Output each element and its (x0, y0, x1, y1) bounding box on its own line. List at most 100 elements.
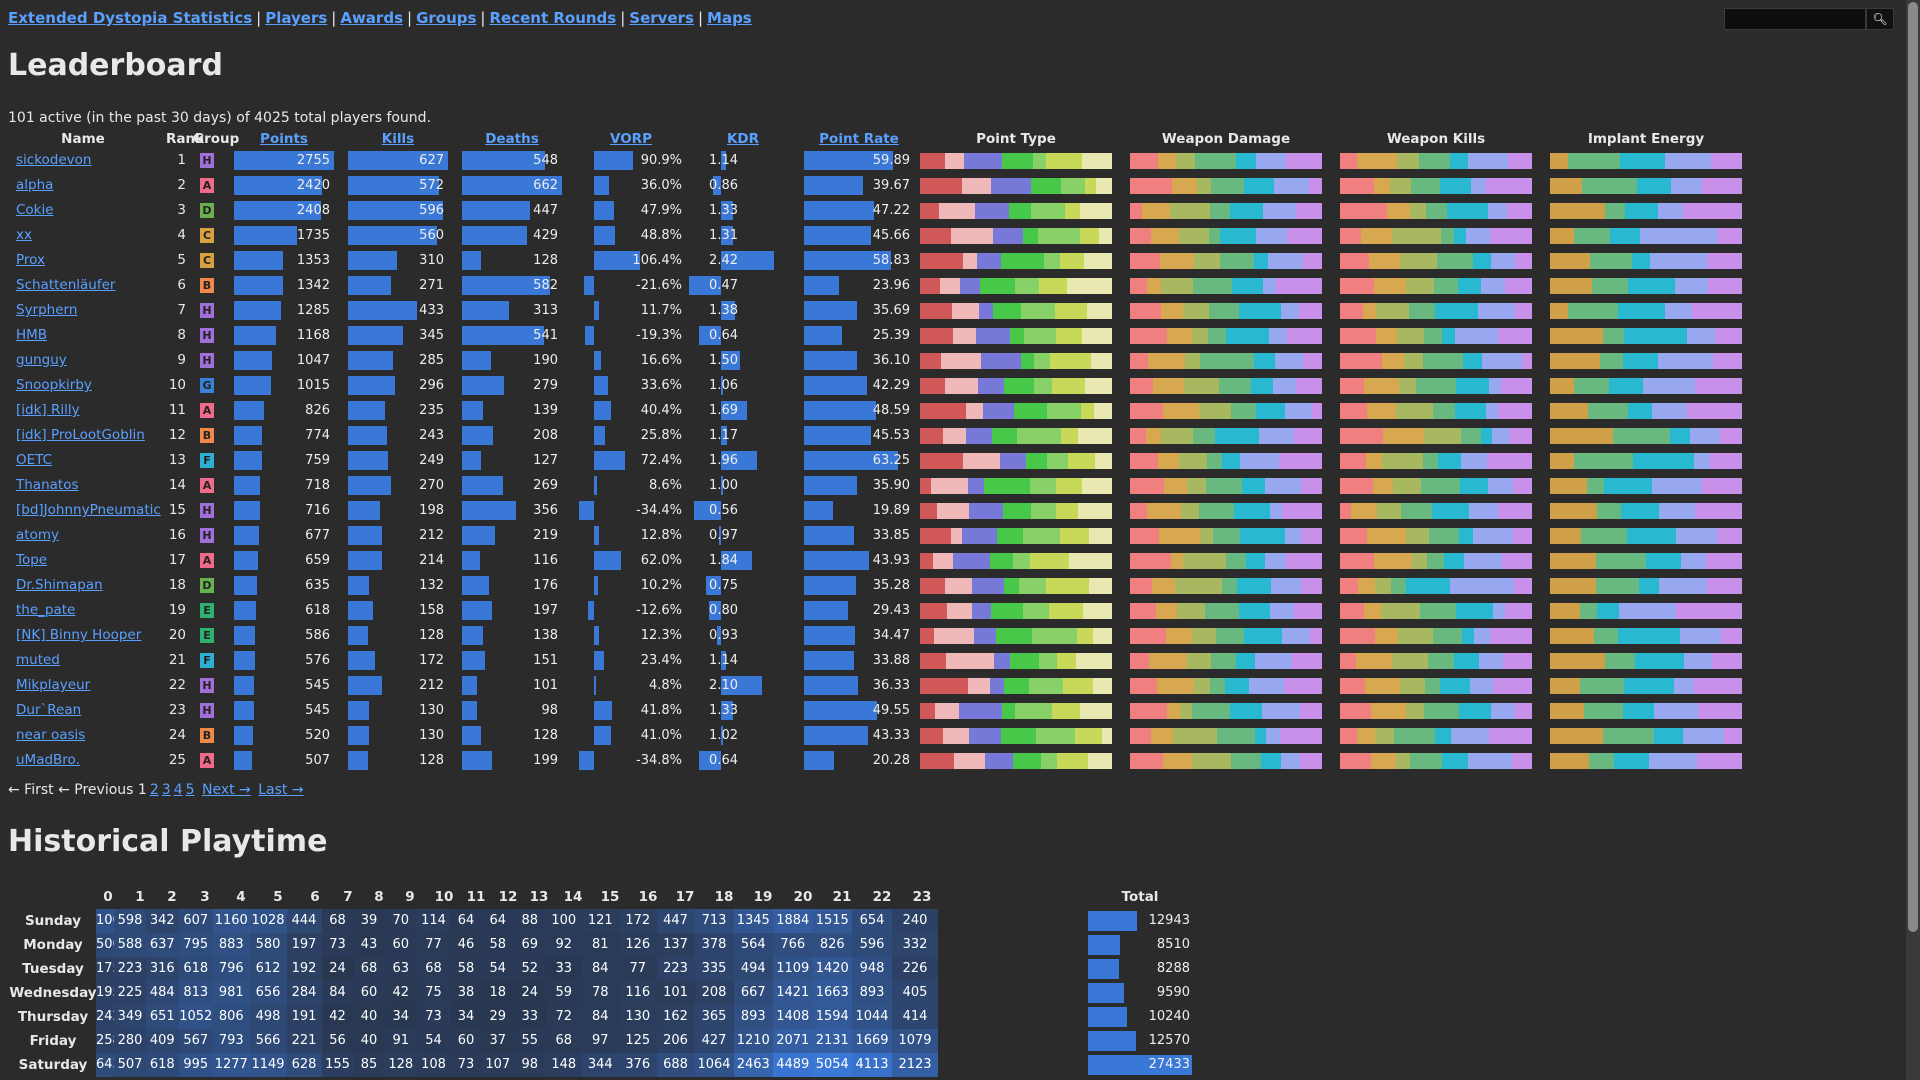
group-badge[interactable]: H (200, 153, 214, 168)
nav-link-awards[interactable]: Awards (340, 9, 403, 27)
group-badge[interactable]: E (200, 628, 214, 643)
scrollbar-thumb[interactable] (1908, 2, 1918, 932)
group-badge[interactable]: D (200, 578, 214, 593)
player-name-link[interactable]: muted (16, 652, 60, 668)
header-point-rate[interactable]: Point Rate (804, 130, 914, 148)
header-kills-link[interactable]: Kills (381, 131, 415, 147)
group-badge[interactable]: H (200, 353, 214, 368)
player-name-link[interactable]: Cokie (16, 202, 54, 218)
pager-last[interactable]: Last → (258, 782, 304, 798)
player-name-link[interactable]: the_pate (16, 602, 76, 618)
point-type-bar-segment (1002, 703, 1015, 719)
player-name-link[interactable]: HMB (16, 327, 48, 343)
weapon-damage-bar-segment (1238, 303, 1281, 319)
header-point-rate-link[interactable]: Point Rate (819, 131, 899, 147)
player-name-link[interactable]: [NK] Binny Hooper (16, 627, 142, 643)
weapon-damage-bar-segment (1193, 428, 1216, 444)
deaths-value: 662 (533, 178, 558, 193)
group-badge[interactable]: C (200, 253, 214, 268)
weapon-damage-bar-segment (1209, 203, 1230, 219)
kdr-cell: 1.69 (688, 398, 798, 423)
pager-next[interactable]: Next → (201, 782, 251, 798)
player-name-link[interactable]: atomy (16, 527, 59, 543)
header-deaths[interactable]: Deaths (462, 130, 562, 148)
header-vorp-link[interactable]: VORP (610, 131, 652, 147)
header-kills[interactable]: Kills (348, 130, 448, 148)
nav-link-groups[interactable]: Groups (416, 9, 477, 27)
player-name-link[interactable]: [bd]JohnnyPneumatic (16, 502, 161, 518)
nav-link-extended-dystopia-statistics[interactable]: Extended Dystopia Statistics (8, 9, 253, 27)
group-badge[interactable]: A (200, 753, 214, 768)
group-badge[interactable]: D (200, 203, 214, 218)
playtime-cell: 981 (213, 981, 250, 1005)
group-badge[interactable]: H (200, 303, 214, 318)
scrollbar[interactable] (1906, 0, 1920, 1080)
hour-header: 4 (236, 889, 246, 905)
player-name-link[interactable]: [idk] Rilly (16, 402, 80, 418)
group-badge[interactable]: H (200, 678, 214, 693)
header-kdr[interactable]: KDR (688, 130, 798, 148)
group-badge[interactable]: B (200, 278, 214, 293)
point-type-cell (920, 273, 1112, 298)
player-name-link[interactable]: OETC (16, 452, 53, 468)
player-name-link[interactable]: Tope (16, 552, 48, 568)
vorp-value: -21.6% (636, 278, 682, 293)
pager-page-2[interactable]: 2 (149, 782, 159, 798)
group-badge[interactable]: B (200, 428, 214, 443)
player-name-link[interactable]: near oasis (16, 727, 86, 743)
player-name-link[interactable]: [idk] ProLootGoblin (16, 427, 145, 443)
nav-link-recent-rounds[interactable]: Recent Rounds (489, 9, 617, 27)
weapon-kills-bar-segment (1442, 328, 1456, 344)
player-name-link[interactable]: Schattenläufer (16, 277, 116, 293)
player-name-link[interactable]: Dur`Rean (16, 702, 82, 718)
player-name-link[interactable]: Snoopkirby (16, 377, 92, 393)
group-badge[interactable]: A (200, 403, 214, 418)
pager-page-3[interactable]: 3 (161, 782, 171, 798)
group-badge[interactable]: F (200, 453, 214, 468)
group-badge[interactable]: A (200, 178, 214, 193)
group-badge[interactable]: H (200, 703, 214, 718)
group-badge[interactable]: H (200, 328, 214, 343)
pager-page-4[interactable]: 4 (173, 782, 183, 798)
total-value: 9590 (1156, 985, 1190, 1000)
nav-link-players[interactable]: Players (265, 9, 328, 27)
group-badge[interactable]: A (200, 478, 214, 493)
rank-value: 24 (168, 727, 186, 743)
point-type-bar-segment (1013, 753, 1042, 769)
header-points[interactable]: Points (234, 130, 334, 148)
group-badge[interactable]: A (200, 553, 214, 568)
nav-link-servers[interactable]: Servers (629, 9, 694, 27)
player-name-link[interactable]: Mikplayeur (16, 677, 91, 693)
group-badge[interactable]: G (200, 378, 214, 393)
points-value: 545 (305, 678, 330, 693)
group-badge[interactable]: H (200, 503, 214, 518)
nav-link-maps[interactable]: Maps (707, 9, 752, 27)
header-kdr-link[interactable]: KDR (726, 131, 760, 147)
header-deaths-link[interactable]: Deaths (485, 131, 539, 147)
player-name-link[interactable]: xx (16, 227, 32, 243)
player-name-link[interactable]: Prox (16, 252, 45, 268)
total-value: 8288 (1156, 961, 1190, 976)
group-badge[interactable]: B (200, 728, 214, 743)
group-badge[interactable]: H (200, 528, 214, 543)
search-button[interactable]: 🔍︎ (1866, 8, 1894, 30)
point-type-cell (920, 298, 1112, 323)
point-type-bar-segment (1030, 178, 1061, 194)
player-name-link[interactable]: uMadBro. (16, 752, 80, 768)
pager-page-5[interactable]: 5 (185, 782, 195, 798)
group-badge[interactable]: C (200, 228, 214, 243)
player-name-link[interactable]: Thanatos (16, 477, 79, 493)
search-input[interactable] (1724, 8, 1866, 30)
player-name-link[interactable]: Syrphern (16, 302, 78, 318)
header-vorp[interactable]: VORP (576, 130, 686, 148)
group-badge[interactable]: F (200, 653, 214, 668)
playtime-cell: 148 (546, 1053, 582, 1077)
group-badge[interactable]: E (200, 603, 214, 618)
player-name-link[interactable]: sickodevon (16, 152, 92, 168)
player-name-link[interactable]: Dr.Shimapan (16, 577, 103, 593)
deaths-cell: 429 (462, 223, 562, 248)
player-name-link[interactable]: alpha (16, 177, 54, 193)
player-name-link[interactable]: gunguy (16, 352, 67, 368)
vorp-value: -19.3% (636, 328, 682, 343)
header-points-link[interactable]: Points (260, 131, 308, 147)
